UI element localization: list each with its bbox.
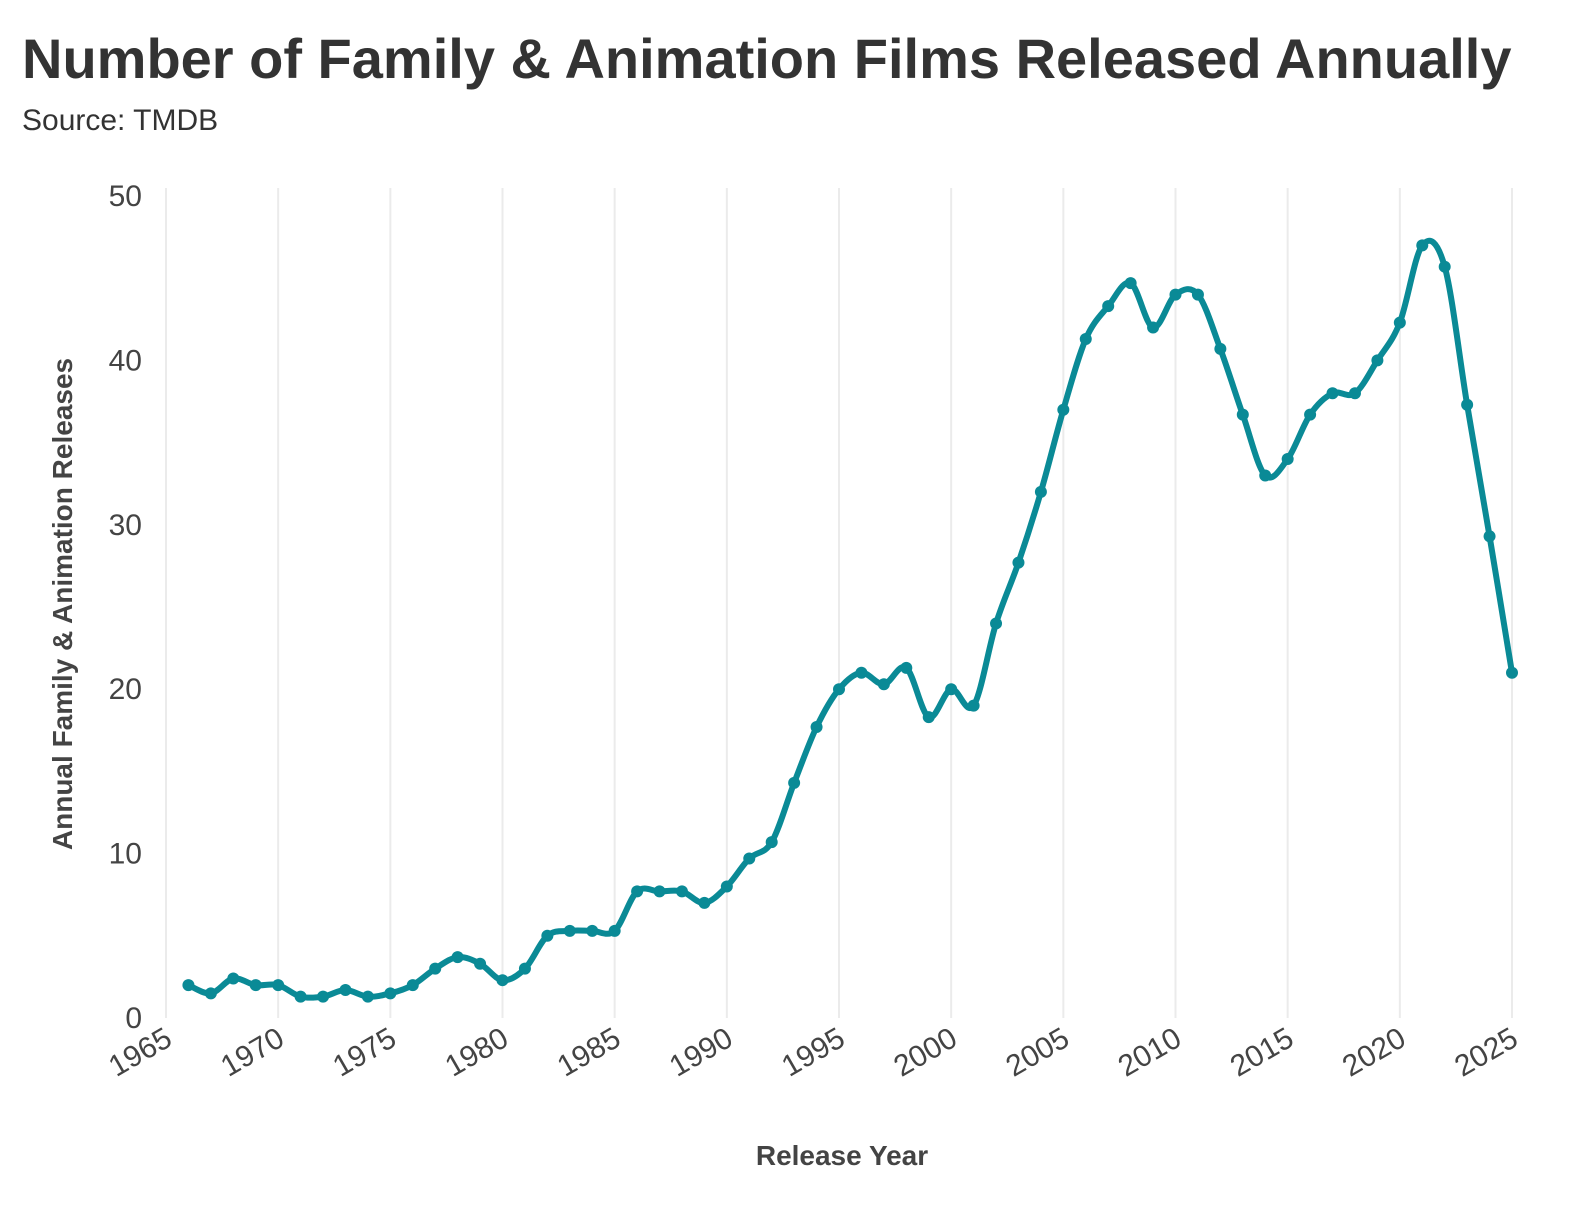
data-point: [1079, 333, 1092, 346]
data-point: [877, 678, 890, 691]
x-axis-title: Release Year: [756, 1140, 928, 1171]
data-point: [541, 929, 554, 942]
data-point: [608, 924, 621, 937]
gridlines: [165, 188, 1513, 1018]
y-axis-title: Annual Family & Animation Releases: [47, 358, 78, 850]
data-point: [967, 699, 980, 712]
data-point: [945, 683, 958, 696]
data-point: [563, 924, 576, 937]
data-point: [496, 974, 509, 987]
y-axis-ticks: 0 10 20 30 40 50: [109, 180, 142, 1035]
data-point: [474, 957, 487, 970]
data-point: [1012, 556, 1025, 569]
data-point: [720, 880, 733, 893]
data-point: [1416, 239, 1429, 252]
data-point: [451, 951, 464, 964]
data-point: [1326, 387, 1339, 400]
x-tick-label: 1980: [440, 1021, 514, 1083]
data-point: [586, 924, 599, 937]
series-line: [185, 237, 1515, 1001]
data-point: [1281, 453, 1294, 466]
x-tick-label: 1985: [552, 1021, 626, 1083]
data-point: [1461, 398, 1474, 411]
data-point: [900, 661, 913, 674]
data-point: [675, 885, 688, 898]
data-point: [788, 776, 801, 789]
data-point: [1371, 354, 1384, 367]
x-tick-label: 2025: [1449, 1021, 1523, 1083]
data-point: [1259, 469, 1272, 482]
y-tick-label: 40: [109, 344, 142, 377]
data-point: [1147, 321, 1160, 334]
data-point: [1438, 260, 1451, 273]
data-point: [1348, 387, 1361, 400]
data-point: [294, 990, 307, 1003]
data-point: [1034, 485, 1047, 498]
data-point: [204, 987, 217, 1000]
data-point: [272, 979, 285, 992]
data-point: [518, 962, 531, 975]
x-tick-label: 1995: [776, 1021, 850, 1083]
x-tick-label: 2005: [1001, 1021, 1075, 1083]
data-point: [855, 666, 868, 679]
chart-subtitle: Source: TMDB: [22, 104, 219, 137]
data-point: [227, 972, 240, 985]
y-tick-label: 50: [109, 180, 142, 213]
data-point: [339, 984, 352, 997]
data-point: [429, 962, 442, 975]
y-tick-label: 0: [125, 1002, 142, 1035]
x-tick-label: 2020: [1337, 1021, 1411, 1083]
data-point: [631, 885, 644, 898]
data-point: [743, 852, 756, 865]
y-tick-label: 20: [109, 673, 142, 706]
x-tick-label: 1970: [215, 1021, 289, 1083]
data-point: [384, 987, 397, 1000]
data-point: [653, 885, 666, 898]
data-point: [810, 721, 823, 734]
series-group: [182, 237, 1518, 1003]
x-tick-label: 2000: [888, 1021, 962, 1083]
chart-title: Number of Family & Animation Films Relea…: [22, 27, 1512, 90]
x-tick-label: 1990: [664, 1021, 738, 1083]
data-point: [1102, 300, 1115, 313]
data-point: [317, 990, 330, 1003]
data-point: [1191, 288, 1204, 301]
data-point: [1236, 408, 1249, 421]
x-tick-label: 1975: [328, 1021, 402, 1083]
data-point: [698, 896, 711, 909]
y-tick-label: 10: [109, 838, 142, 871]
data-point: [361, 990, 374, 1003]
data-point: [922, 711, 935, 724]
x-axis-ticks: 1965 1970 1975 1980 1985 1990 1995 2000 2005 2010…: [103, 1021, 1523, 1083]
y-tick-label: 30: [109, 509, 142, 542]
data-point: [1214, 342, 1227, 355]
data-point: [1483, 530, 1496, 543]
data-point: [1393, 316, 1406, 329]
data-point: [1169, 288, 1182, 301]
data-point: [182, 979, 195, 992]
data-point: [765, 836, 778, 849]
data-point: [249, 979, 262, 992]
data-point: [1506, 666, 1518, 679]
data-point: [833, 683, 845, 696]
data-point: [1124, 277, 1137, 290]
data-point: [1304, 408, 1317, 421]
data-point: [990, 617, 1003, 630]
data-point: [406, 979, 419, 992]
x-tick-label: 2015: [1225, 1021, 1299, 1083]
x-tick-label: 2010: [1113, 1021, 1187, 1083]
data-point: [1057, 403, 1070, 416]
